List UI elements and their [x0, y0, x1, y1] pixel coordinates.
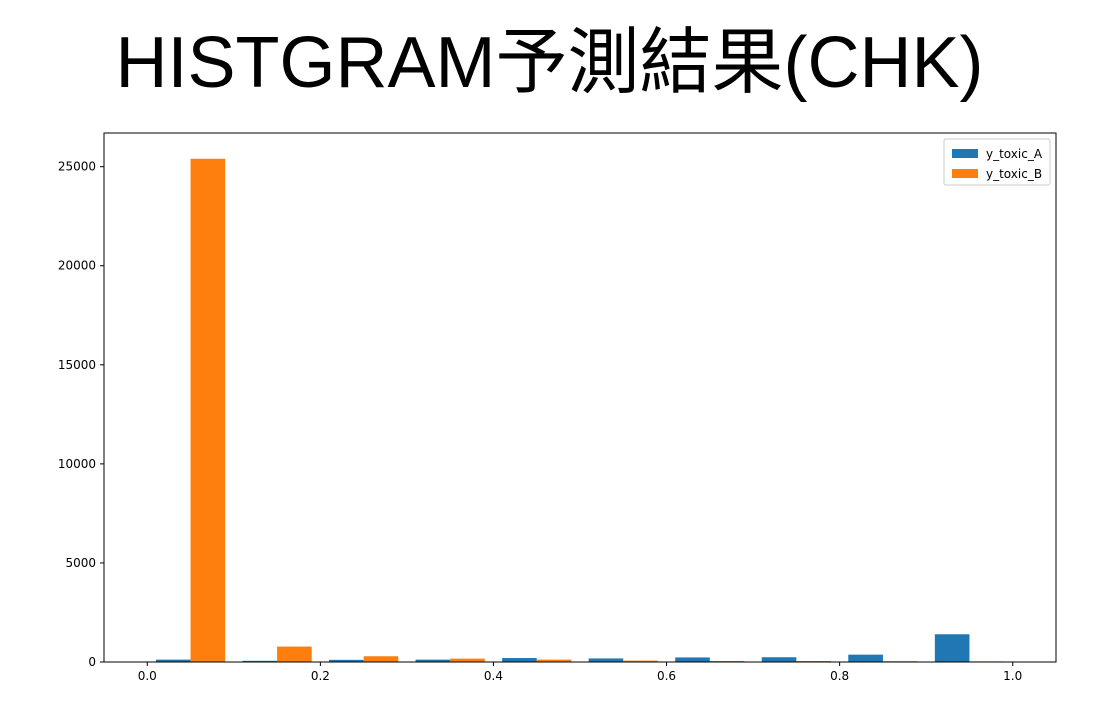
slide-title: HISTGRAM予測結果(CHK) [115, 23, 984, 103]
bar-y_toxic_A-bin-4 [502, 658, 537, 662]
y-tick-label: 10000 [58, 457, 96, 471]
legend-swatch-y_toxic_A [952, 149, 978, 158]
y-tick-label: 5000 [65, 556, 96, 570]
bar-y_toxic_B-bin-3 [450, 658, 485, 662]
bar-y_toxic_B-bin-2 [363, 656, 399, 662]
legend-label-y_toxic_A: y_toxic_A [986, 147, 1043, 161]
x-tick-label: 0.0 [138, 669, 157, 683]
x-tick-label: 0.4 [484, 669, 503, 683]
x-tick-label: 0.2 [311, 669, 330, 683]
bar-y_toxic_A-bin-2 [329, 659, 364, 662]
legend: y_toxic_A y_toxic_B [943, 138, 1051, 186]
bar-y_toxic_B-bin-1 [277, 646, 312, 662]
legend-swatch-y_toxic_B [952, 169, 978, 178]
bars-layer [155, 158, 1005, 662]
bar-y_toxic_A-bin-1 [242, 660, 278, 662]
legend-label-y_toxic_B: y_toxic_B [986, 167, 1042, 181]
bar-y_toxic_A-bin-9 [934, 634, 970, 662]
bar-y_toxic_A-bin-6 [675, 657, 710, 662]
y-tick-label: 0 [88, 655, 96, 669]
bar-y_toxic_B-bin-5 [623, 660, 658, 662]
plot-frame [103, 132, 1057, 663]
y-tick-label: 15000 [58, 358, 96, 372]
bar-y_toxic_B-bin-0 [190, 158, 226, 662]
x-tick-label: 0.8 [830, 669, 849, 683]
x-axis: 0.0 0.2 0.4 0.6 0.8 1.0 [138, 662, 1022, 683]
bar-y_toxic_A-bin-5 [588, 658, 624, 662]
bar-y_toxic_B-bin-4 [536, 659, 572, 662]
bar-y_toxic_A-bin-0 [155, 659, 191, 662]
x-tick-label: 0.6 [657, 669, 676, 683]
bar-y_toxic_A-bin-7 [761, 657, 797, 662]
y-axis: 0 5000 10000 15000 20000 25000 [58, 160, 104, 669]
y-tick-label: 25000 [58, 160, 96, 174]
y-tick-label: 20000 [58, 259, 96, 273]
bar-y_toxic_A-bin-3 [415, 659, 451, 662]
x-tick-label: 1.0 [1003, 669, 1022, 683]
bar-y_toxic_A-bin-8 [848, 654, 883, 662]
